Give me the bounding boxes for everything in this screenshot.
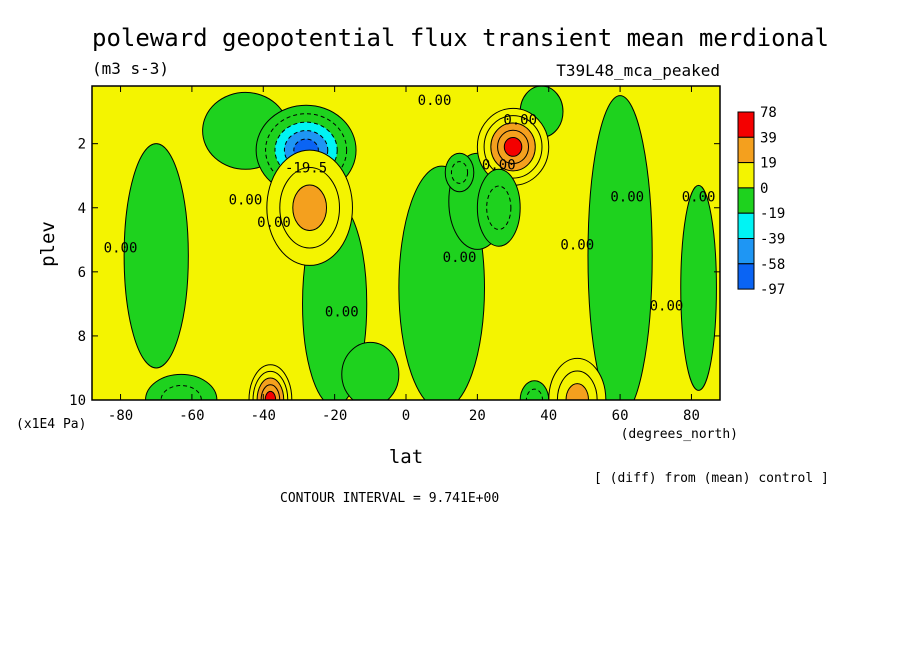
y-axis-label: plev <box>37 221 59 267</box>
contour-label: 0.00 <box>325 305 359 321</box>
negative-contour <box>160 385 202 400</box>
diff-note: [ (diff) from (mean) control ] <box>594 471 829 486</box>
x-units-label: (degrees_north) <box>621 427 738 442</box>
y-tick-label: 8 <box>78 329 86 345</box>
run-label: T39L48_mca_peaked <box>556 61 720 80</box>
contour-label: 0.00 <box>482 157 516 173</box>
contour-label: 0.00 <box>682 189 716 205</box>
negative-contour <box>450 161 469 184</box>
x-tick-label: 0 <box>402 408 410 424</box>
positive-contour <box>292 184 328 231</box>
contour-label: 0.00 <box>257 215 291 231</box>
contour-label: 0.00 <box>418 93 452 109</box>
colorbar-swatch <box>737 238 755 265</box>
neutral-region <box>341 341 400 400</box>
colorbar-swatch <box>737 263 755 290</box>
x-tick-label: 60 <box>612 408 629 424</box>
colorbar-swatch <box>737 111 755 138</box>
colorbar-swatch <box>737 187 755 214</box>
colorbar-label: 19 <box>760 156 777 172</box>
neutral-region <box>123 143 189 369</box>
contour-label: 0.00 <box>104 241 138 257</box>
chart-title: poleward geopotential flux transient mea… <box>92 24 829 52</box>
y-tick-label: 4 <box>78 201 86 217</box>
contour-regions <box>123 86 717 400</box>
x-tick-label: -60 <box>179 408 204 424</box>
colorbar-label: -39 <box>760 232 785 248</box>
y-units-label: (x1E4 Pa) <box>16 417 86 432</box>
x-tick-label: -20 <box>322 408 347 424</box>
y-axis: 2 4 6 8 10 <box>69 137 720 409</box>
x-tick-label: -80 <box>108 408 133 424</box>
plot-area: 0.00 0.00 -19.5 0.00 0.00 0.00 0.00 0.00 0.00 0.0… <box>92 86 720 400</box>
neutral-region <box>587 95 653 400</box>
contour-label: 0.00 <box>443 250 477 266</box>
x-tick-label: 20 <box>469 408 486 424</box>
neutral-region <box>680 184 717 391</box>
colorbar-label: -97 <box>760 282 785 298</box>
contour-label: 0.00 <box>229 193 263 209</box>
colorbar-label: -58 <box>760 257 785 273</box>
colorbar-swatch <box>737 162 755 189</box>
colorbar: 78 39 19 0 -19 -39 -58 -97 <box>737 105 785 298</box>
units-label: (m3 s-3) <box>92 59 169 78</box>
positive-contour <box>503 136 523 157</box>
contour-labels: 0.00 0.00 -19.5 0.00 0.00 0.00 0.00 0.00 0.00 0.0… <box>104 93 716 320</box>
y-tick-label: 10 <box>69 393 86 409</box>
contour-label: 0.00 <box>503 112 537 128</box>
colorbar-swatch <box>737 212 755 239</box>
contour-label: 0.00 <box>650 298 684 314</box>
contour-label: 0.00 <box>610 189 644 205</box>
colorbar-label: -19 <box>760 206 785 222</box>
x-axis: -80 -60 -40 -20 0 20 40 60 80 <box>108 86 700 424</box>
contour-label: -19.5 <box>285 161 327 177</box>
x-axis-label: lat <box>389 446 423 468</box>
y-tick-label: 6 <box>78 265 86 281</box>
negative-contour <box>486 185 512 230</box>
colorbar-label: 78 <box>760 105 777 121</box>
colorbar-label: 0 <box>760 181 768 197</box>
x-tick-label: 40 <box>540 408 557 424</box>
colorbar-label: 39 <box>760 130 777 146</box>
contour-interval: CONTOUR INTERVAL = 9.741E+00 <box>280 491 499 506</box>
contour-label: 0.00 <box>560 237 594 253</box>
x-tick-label: 80 <box>683 408 700 424</box>
y-tick-label: 2 <box>78 137 86 153</box>
x-tick-label: -40 <box>251 408 276 424</box>
colorbar-swatch <box>737 136 755 164</box>
